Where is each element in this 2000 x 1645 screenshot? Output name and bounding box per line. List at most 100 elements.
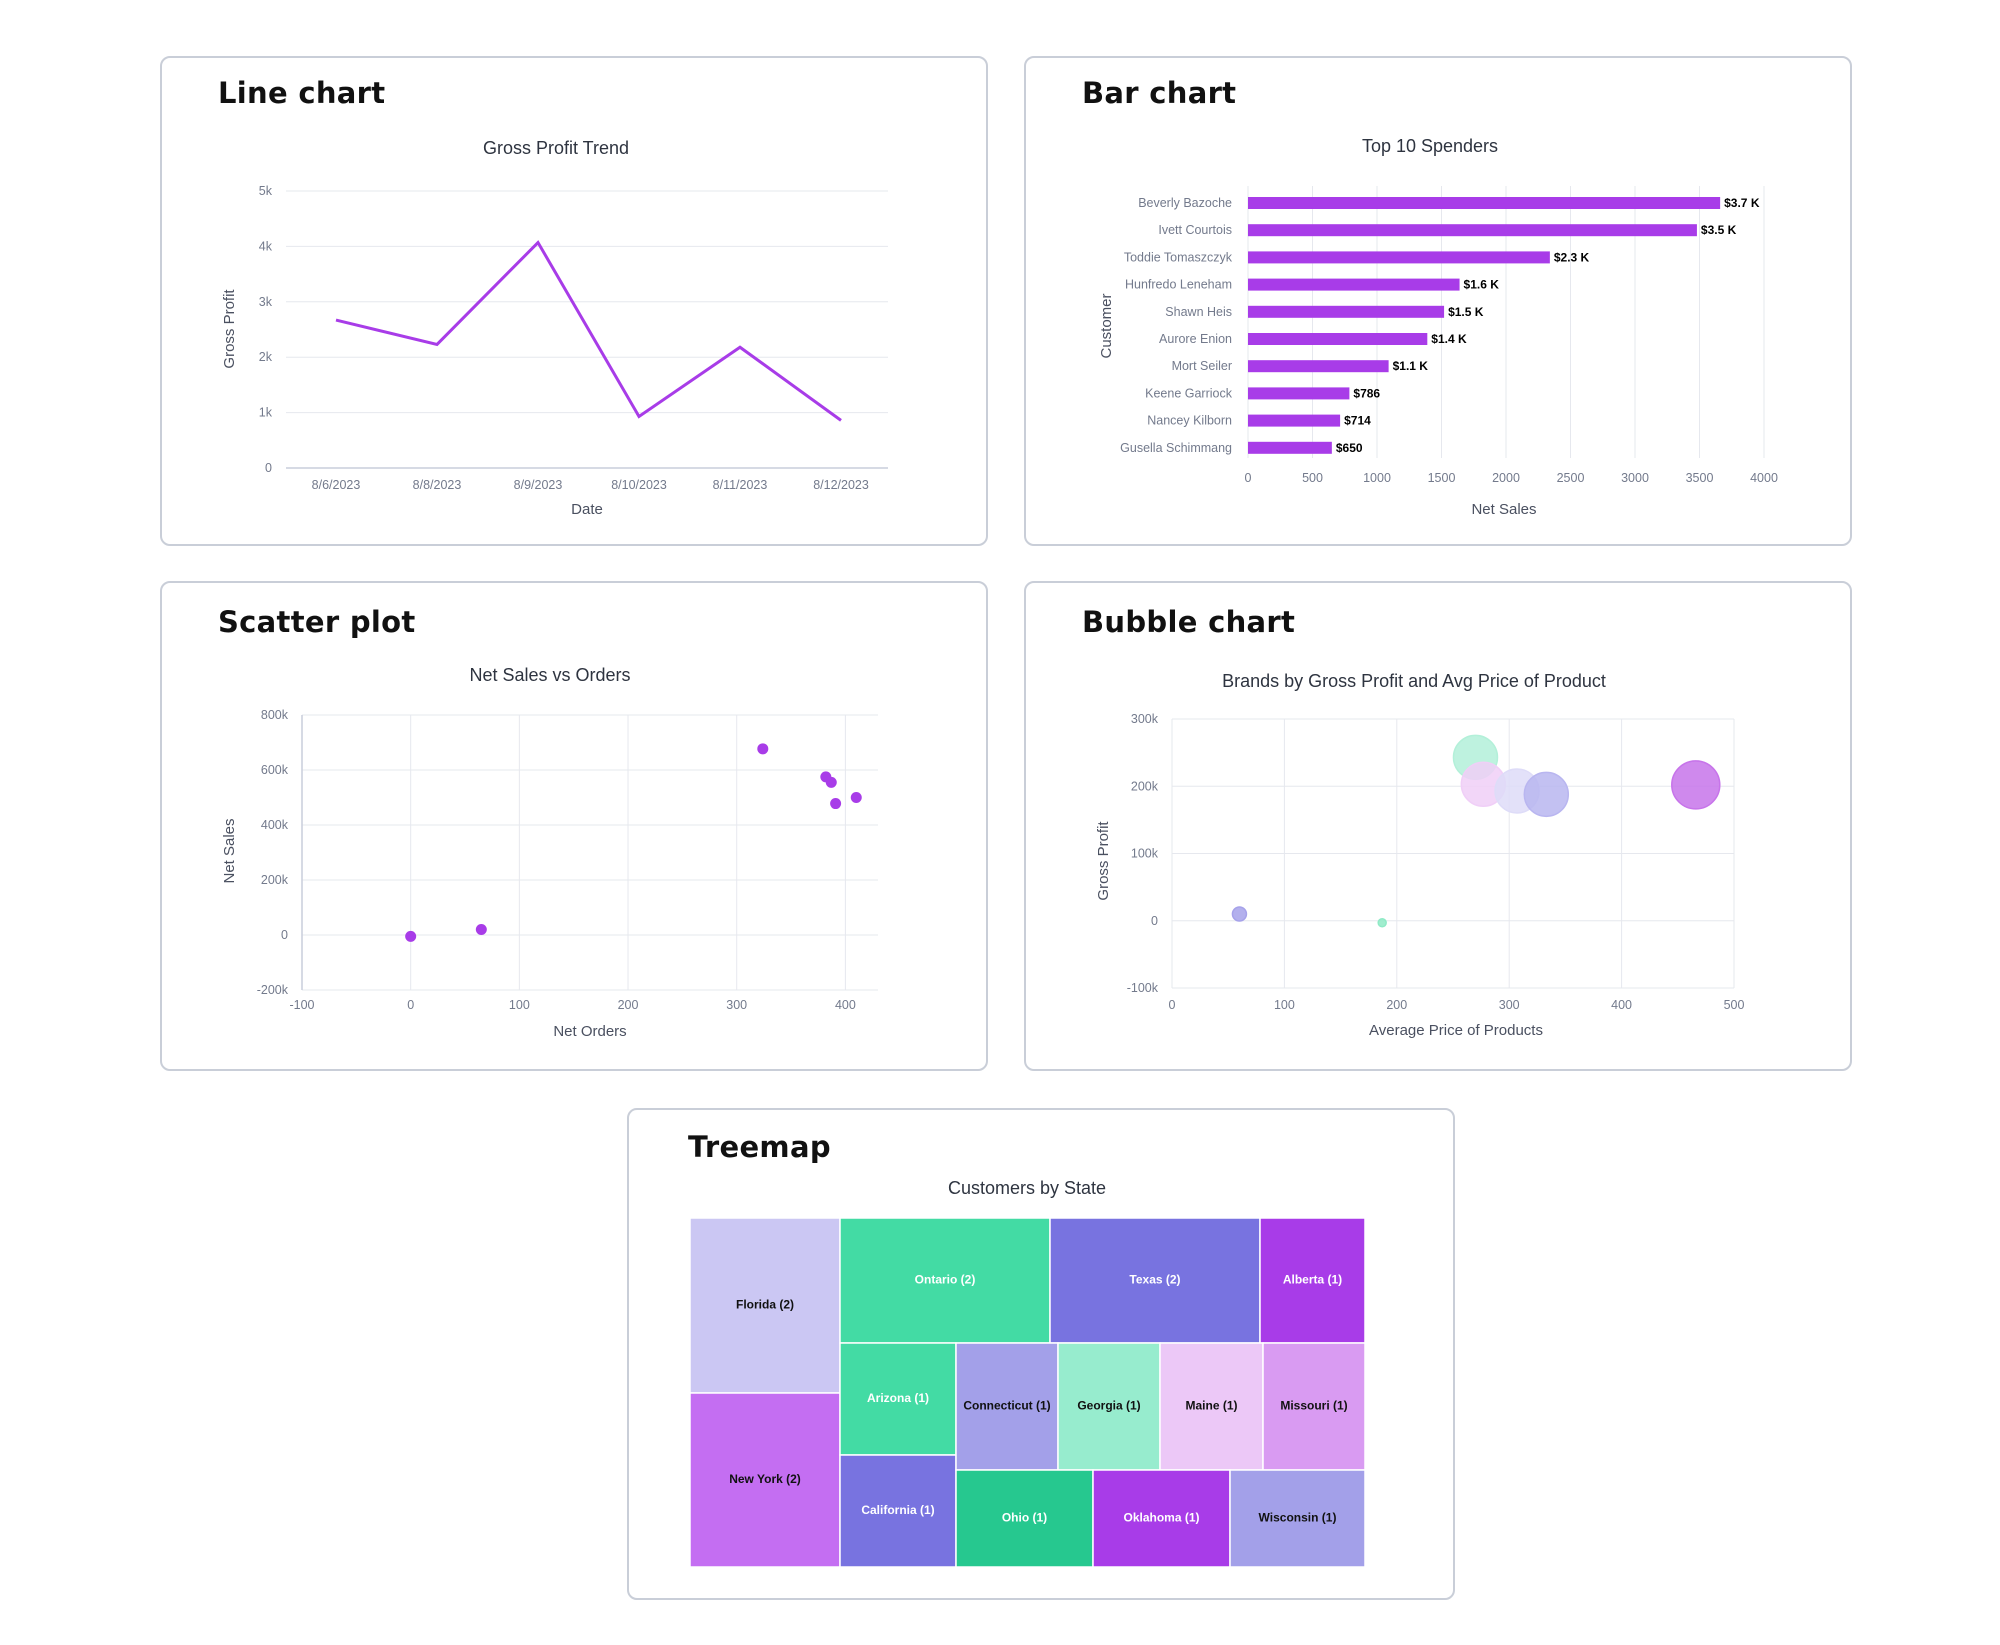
treemap-cell: [1259, 1217, 1366, 1344]
x-tick-label: 8/8/2023: [413, 478, 462, 492]
treemap-cell-label: Connecticut (1): [963, 1399, 1050, 1413]
y-tick-label: 200k: [261, 873, 289, 887]
line-chart-card: Line chart Gross Profit Trend 0 1k 2k 3k 4k 5k…: [160, 56, 988, 546]
treemap-cell-label: Alberta (1): [1283, 1273, 1342, 1287]
y-tick-label: Ivett Courtois: [1158, 223, 1232, 237]
y-tick-label: Hunfredo Leneham: [1125, 278, 1232, 292]
treemap-cell-label: Arizona (1): [867, 1391, 929, 1405]
bar: [1248, 360, 1389, 373]
x-tick-label: 3000: [1621, 471, 1649, 485]
bubble: [1523, 771, 1570, 818]
y-tick-label: 0: [265, 461, 272, 475]
y-tick-label: 1k: [259, 406, 273, 420]
y-tick-label: 600k: [261, 763, 289, 777]
bar: [1248, 197, 1721, 209]
treemap-cell: [839, 1342, 957, 1456]
x-tick-label: 200: [618, 998, 639, 1012]
bubble: [1377, 918, 1387, 928]
scatter-plot-card: Scatter plot Net Sales vs Orders -200k 0 20…: [160, 581, 988, 1071]
treemap-chart: Customers by State Florida (2) New York (2…: [689, 1178, 1366, 1568]
treemap-cell-label: Oklahoma (1): [1123, 1511, 1199, 1525]
treemap-cell: [839, 1454, 957, 1568]
bubble: [1671, 760, 1721, 810]
bubble-chart-card: Bubble chart Brands by Gross Profit and …: [1024, 581, 1852, 1071]
y-tick-label: Mort Seiler: [1172, 359, 1232, 373]
x-tick-label: 100: [509, 998, 530, 1012]
treemap-cell-label: New York (2): [729, 1472, 801, 1486]
scatter-point: [757, 743, 769, 755]
treemap-cell-label: Wisconsin (1): [1259, 1511, 1337, 1525]
y-axis-label: Customer: [1098, 293, 1115, 358]
line-chart-heading: Line chart: [218, 76, 386, 110]
series-line: [335, 240, 842, 422]
x-tick-label: 0: [1169, 998, 1176, 1012]
x-tick-label: 8/9/2023: [514, 478, 563, 492]
bar: [1248, 278, 1460, 291]
treemap-cell: [1049, 1217, 1261, 1344]
bar: [1248, 414, 1341, 427]
bar: [1248, 333, 1428, 345]
y-tick-label: 300k: [1131, 712, 1159, 726]
chart-title: Brands by Gross Profit and Avg Price of …: [1222, 671, 1606, 691]
y-tick-label: Toddie Tomaszczyk: [1124, 250, 1233, 264]
data-label: $3.7 K: [1724, 196, 1760, 210]
bar: [1248, 387, 1350, 400]
y-tick-label: 3k: [259, 295, 273, 309]
treemap-cell-label: Ohio (1): [1002, 1511, 1047, 1525]
scatter-point: [825, 776, 837, 788]
y-tick-label: 2k: [259, 350, 273, 364]
treemap-heading: Treemap: [688, 1130, 831, 1164]
x-tick-label: 300: [1499, 998, 1520, 1012]
y-tick-label: 800k: [261, 708, 289, 722]
treemap-cell: [1057, 1342, 1161, 1471]
chart-title: Gross Profit Trend: [483, 138, 629, 158]
x-tick-label: 4000: [1750, 471, 1778, 485]
data-label: $714: [1344, 414, 1371, 428]
x-tick-label: 400: [835, 998, 856, 1012]
x-tick-label: 0: [1245, 471, 1252, 485]
treemap-card: Treemap Customers by State Florida (2) New…: [627, 1108, 1455, 1600]
treemap-cell: [955, 1469, 1094, 1568]
x-tick-label: 1500: [1428, 471, 1456, 485]
x-tick-label: 200: [1386, 998, 1407, 1012]
x-tick-label: 3500: [1686, 471, 1714, 485]
treemap-cell-label: Florida (2): [736, 1298, 794, 1312]
data-label: $3.5 K: [1701, 223, 1737, 237]
x-tick-label: 2000: [1492, 471, 1520, 485]
bar: [1248, 441, 1332, 454]
x-tick-label: 400: [1611, 998, 1632, 1012]
y-tick-label: 4k: [259, 239, 273, 253]
y-tick-label: 0: [281, 928, 288, 942]
data-label: $650: [1336, 441, 1363, 455]
scatter-point: [405, 930, 417, 942]
chart-title: Top 10 Spenders: [1362, 136, 1498, 156]
x-tick-label: 500: [1724, 998, 1745, 1012]
y-tick-label: Shawn Heis: [1165, 305, 1232, 319]
x-tick-label: 300: [726, 998, 747, 1012]
treemap-cell: [689, 1392, 841, 1568]
scatter-point: [850, 792, 862, 803]
y-tick-label: 200k: [1131, 779, 1159, 793]
x-tick-label: 0: [407, 998, 414, 1012]
scatter-point: [830, 798, 842, 810]
x-tick-label: 8/10/2023: [611, 478, 667, 492]
data-label: $2.3 K: [1554, 250, 1590, 264]
x-axis-label: Net Sales: [1471, 501, 1536, 518]
bubble-chart: Brands by Gross Profit and Avg Price of …: [1095, 671, 1745, 1039]
bar-chart: Top 10 Spenders 0 500 1000 1500 2000 2500 3000 3…: [1098, 136, 1778, 518]
data-label: $1.6 K: [1464, 278, 1500, 292]
bar-chart-heading: Bar chart: [1082, 76, 1237, 110]
y-tick-label: 400k: [261, 818, 289, 832]
chart-title: Net Sales vs Orders: [469, 665, 630, 685]
chart-title: Customers by State: [948, 1178, 1106, 1198]
treemap-cell-label: Texas (2): [1129, 1273, 1180, 1287]
y-tick-label: -100k: [1127, 981, 1159, 995]
y-axis-label: Gross Profit: [1095, 821, 1112, 901]
treemap-cell: [1092, 1469, 1231, 1568]
y-axis-label: Net Sales: [221, 818, 238, 883]
treemap-cell-label: Missouri (1): [1280, 1399, 1347, 1413]
bar-chart-card: Bar chart Top 10 Spenders 0 500 1000 1500 200…: [1024, 56, 1852, 546]
treemap-cell: [1159, 1342, 1264, 1471]
y-tick-label: -200k: [257, 983, 289, 997]
bar: [1248, 305, 1445, 318]
